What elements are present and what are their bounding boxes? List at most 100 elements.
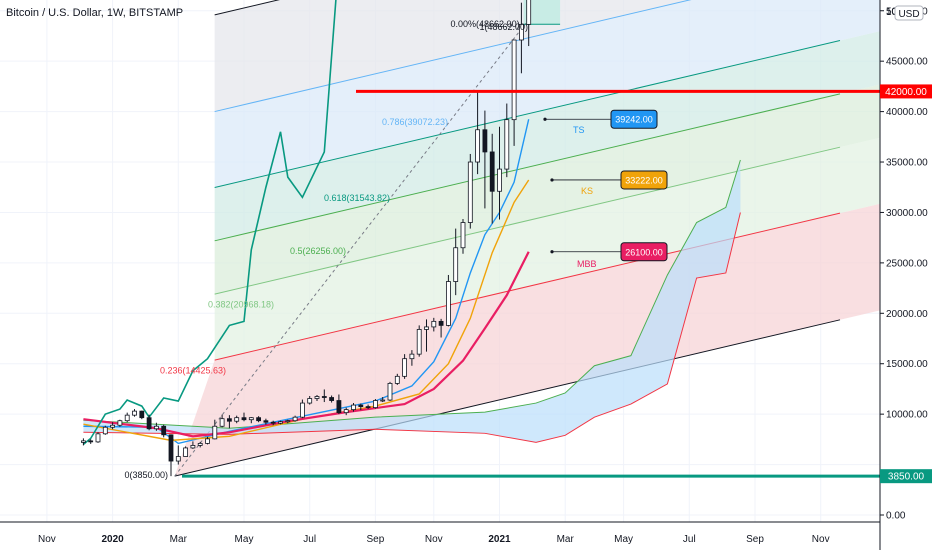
candle (461, 223, 465, 248)
candle (403, 359, 407, 377)
candle (118, 421, 122, 426)
chart[interactable]: 100.00%(93474.00)61.80%(76355.82)50.00%(… (0, 0, 932, 550)
candle (366, 407, 370, 408)
candle (242, 418, 246, 420)
candle (184, 448, 188, 457)
currency-label: USD (898, 9, 919, 20)
marker-name: KS (581, 186, 593, 196)
candle (330, 398, 334, 401)
candle (454, 248, 458, 282)
candle (176, 457, 180, 462)
candle (505, 120, 509, 169)
price-label: 30000.00 (886, 208, 928, 219)
time-label: Jul (303, 534, 316, 545)
time-label: Mar (170, 534, 188, 545)
marker-value: 39242.00 (615, 115, 653, 125)
candle (147, 418, 151, 429)
candle (483, 130, 487, 152)
candle (89, 441, 93, 442)
fib-channel-label: 0.618(31543.82) (324, 193, 390, 203)
price-label: 40000.00 (886, 107, 928, 118)
candle (220, 419, 224, 427)
candle (395, 376, 399, 383)
candle (169, 435, 173, 461)
level-badge-label: 42000.00 (885, 87, 927, 98)
candle (271, 422, 275, 423)
candle (439, 321, 443, 325)
candle (344, 410, 348, 413)
price-label: 15000.00 (886, 359, 928, 370)
candle (191, 445, 195, 448)
candle (498, 169, 502, 191)
candle (125, 415, 129, 421)
candle (337, 401, 341, 413)
candle (410, 354, 414, 359)
fib-channel-label: 0.236(14425.63) (160, 366, 226, 376)
candle (162, 426, 166, 435)
candle (322, 397, 326, 398)
fib-channel-label: 0.5(26256.00) (290, 246, 346, 256)
candle (300, 403, 304, 417)
price-axis: 0.00 10000.00 15000.00 20000.00 25000.00 3000… (880, 0, 932, 550)
candle (264, 421, 268, 423)
chart-title: Bitcoin / U.S. Dollar, 1W, BITSTAMP (6, 7, 183, 19)
price-label: 0.00 (886, 511, 906, 522)
candle (359, 405, 363, 407)
time-label: 2021 (488, 534, 511, 545)
candle (468, 162, 472, 223)
candle (133, 411, 137, 415)
candle (103, 427, 107, 434)
time-label: Jul (683, 534, 696, 545)
price-label: 35000.00 (886, 158, 928, 169)
level-badge-label: 3850.00 (888, 472, 925, 483)
price-label: 20000.00 (886, 309, 928, 320)
chart-canvas[interactable]: 100.00%(93474.00)61.80%(76355.82)50.00%(… (0, 0, 932, 550)
candle (286, 421, 290, 422)
candle (381, 400, 385, 401)
candle (315, 397, 319, 399)
candle (235, 418, 239, 422)
time-label: May (614, 534, 633, 545)
candle (81, 441, 85, 443)
time-axis: Nov 2020 Mar May Jul Sep Nov 2021 Mar May Jul Sep No… (0, 522, 880, 545)
marker-value: 33222.00 (625, 175, 663, 185)
candle (425, 327, 429, 330)
fib-channel-label: 0.786(39072.23) (382, 117, 448, 127)
candle (373, 401, 377, 408)
fib-channel-label: 0(3850.00) (124, 470, 168, 480)
candle (293, 417, 297, 421)
candle (198, 443, 202, 445)
time-label: Sep (367, 534, 385, 545)
candle (213, 426, 217, 439)
candle (352, 405, 356, 410)
fib-channel-label: 1(48662.00) (479, 22, 528, 32)
price-label: 10000.00 (886, 410, 928, 421)
candle (512, 40, 516, 120)
candle (527, 0, 531, 24)
time-label: Sep (746, 534, 764, 545)
candle (388, 383, 392, 400)
time-label: 2020 (101, 534, 124, 545)
marker-name: MBB (577, 259, 597, 269)
candle (476, 130, 480, 162)
marker-value: 26100.00 (625, 247, 663, 257)
price-label: 45000.00 (886, 57, 928, 68)
time-label: May (235, 534, 254, 545)
candle (154, 426, 158, 429)
time-label: Mar (557, 534, 575, 545)
candle (111, 425, 115, 427)
time-label: Nov (812, 534, 830, 545)
candle (140, 411, 144, 418)
candle (490, 152, 494, 191)
price-label: 25000.00 (886, 258, 928, 269)
candle (432, 321, 436, 327)
candle (227, 419, 231, 422)
candle (417, 329, 421, 354)
time-label: Nov (38, 534, 56, 545)
marker-name: TS (573, 125, 585, 135)
candle (96, 434, 100, 442)
fib-channel-label: 0.382(20968.18) (208, 300, 274, 310)
candle (257, 418, 261, 421)
candle (446, 282, 450, 326)
candle (206, 439, 210, 444)
